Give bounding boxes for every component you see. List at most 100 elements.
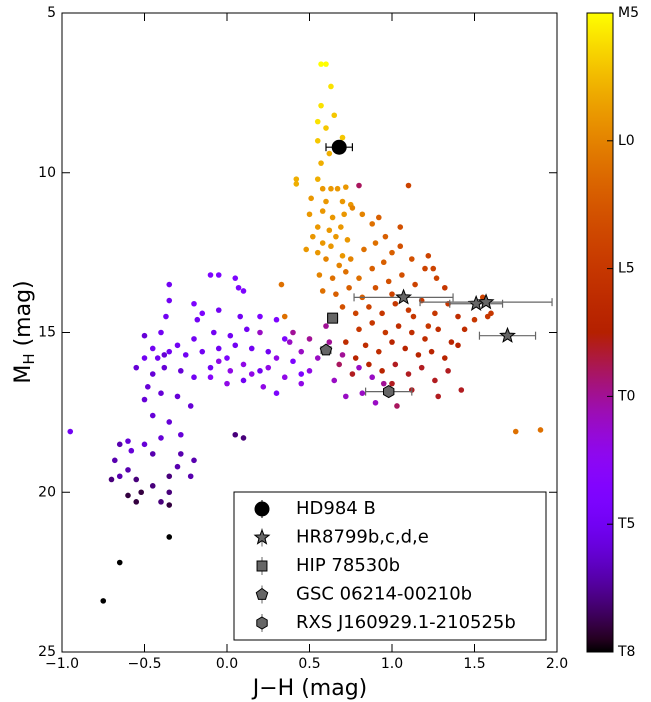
x-tick-label: 0.5 [298,656,320,672]
point [318,102,324,109]
point [178,368,184,374]
point [199,348,206,355]
point [178,451,184,457]
point [163,313,169,320]
point [323,61,329,67]
point [298,380,305,387]
point [273,355,280,361]
point [418,364,425,371]
point [430,265,437,272]
point [293,181,300,187]
point [389,380,395,387]
point [369,320,376,326]
point [382,329,389,336]
point [194,316,201,323]
point [399,272,405,278]
colorbar-tick-label: T8 [617,644,635,660]
point [422,265,428,272]
point [298,348,305,355]
point [333,233,339,240]
x-tick-label: 0.0 [216,656,238,672]
point [338,224,344,230]
point [323,198,329,205]
point [166,281,173,288]
point [341,211,347,218]
point [461,326,468,333]
point [323,256,329,262]
point [290,329,296,336]
point [141,355,148,361]
point [158,499,164,505]
colorbar-tick-label: T5 [617,516,635,532]
point [166,489,173,496]
point [178,431,184,438]
point [187,473,194,480]
point [372,284,379,291]
point [435,326,442,333]
legend-box [233,491,547,641]
point [286,339,293,345]
point [369,374,376,381]
point [428,348,435,355]
point [161,352,168,358]
point [356,275,362,281]
point [392,361,399,368]
point [314,138,321,144]
point [240,361,247,368]
point [278,281,285,288]
point [310,233,316,240]
point [366,361,372,368]
point [343,339,349,345]
point [161,364,168,371]
point [240,435,247,441]
point [191,374,197,381]
point [389,249,395,256]
point [405,182,412,189]
point [293,176,300,182]
marker [255,587,269,600]
point [235,284,242,291]
point [405,307,412,313]
marker [327,312,339,324]
point [265,348,272,355]
point [133,364,140,371]
point [199,310,206,317]
point [141,332,148,339]
point [112,457,118,464]
point [290,358,296,365]
point [314,249,321,256]
point [331,377,338,384]
point [382,233,389,240]
marker [256,616,268,630]
y-tick-label: 5 [47,5,56,21]
point [442,284,448,291]
point [207,272,214,278]
point [343,184,349,190]
point [385,278,392,285]
colorbar-tick-label: L0 [618,133,635,149]
point [389,291,395,297]
point [149,345,156,352]
point [224,355,230,361]
point [318,160,324,166]
point [323,125,329,131]
y-tick-label: 20 [38,484,56,500]
legend-label: HR8799b,c,d,e [296,527,429,548]
point [227,368,234,374]
point [455,342,461,349]
point [158,390,164,397]
point [215,358,222,365]
point [318,61,324,67]
point [248,345,255,352]
point [207,364,214,371]
point [328,185,334,192]
point [306,336,313,342]
point [395,323,402,329]
point [326,227,333,234]
point [166,502,173,508]
point [343,268,349,275]
point [232,342,239,349]
point [237,313,243,320]
point [379,368,385,374]
